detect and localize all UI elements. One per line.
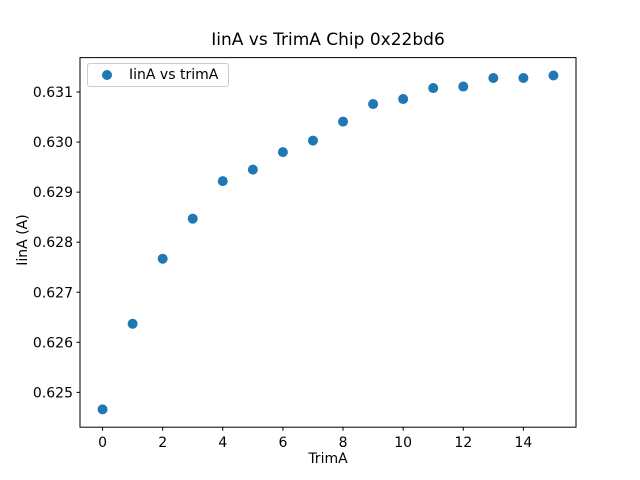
y-tick-label: 0.626 <box>33 335 73 351</box>
y-tick-label: 0.629 <box>33 185 73 201</box>
data-point <box>338 116 349 127</box>
data-point <box>247 164 258 175</box>
y-tick-label: 0.625 <box>33 385 73 401</box>
legend: IinA vs trimA <box>87 63 230 87</box>
data-point <box>307 135 318 146</box>
x-tick-label: 10 <box>394 435 412 451</box>
data-point <box>277 147 288 158</box>
data-point <box>187 213 198 224</box>
data-point <box>368 99 379 110</box>
x-tick-label: 4 <box>218 435 227 451</box>
x-tick-label: 0 <box>98 435 107 451</box>
y-tick-label: 0.627 <box>33 285 73 301</box>
y-tick-label: 0.630 <box>33 135 73 151</box>
chart-title: IinA vs TrimA Chip 0x22bd6 <box>211 30 445 50</box>
legend-marker-icon <box>102 70 112 80</box>
data-point <box>157 253 168 264</box>
y-tick-label: 0.628 <box>33 235 73 251</box>
data-point <box>488 73 499 84</box>
data-point <box>458 81 469 92</box>
data-point <box>518 73 529 84</box>
data-point <box>127 318 138 329</box>
data-point <box>217 176 228 187</box>
x-tick-label: 2 <box>158 435 167 451</box>
x-tick-label: 14 <box>514 435 532 451</box>
x-axis-label: TrimA <box>308 451 348 467</box>
y-tick-label: 0.631 <box>33 85 73 101</box>
axes-frame <box>79 57 577 428</box>
data-point <box>548 70 559 81</box>
y-axis-label: IinA (A) <box>15 214 31 266</box>
data-point <box>428 83 439 94</box>
data-point <box>97 404 108 415</box>
x-tick-label: 6 <box>278 435 287 451</box>
x-tick-label: 12 <box>454 435 472 451</box>
data-point <box>398 94 409 105</box>
x-tick-label: 8 <box>339 435 348 451</box>
legend-label: IinA vs trimA <box>129 67 219 83</box>
